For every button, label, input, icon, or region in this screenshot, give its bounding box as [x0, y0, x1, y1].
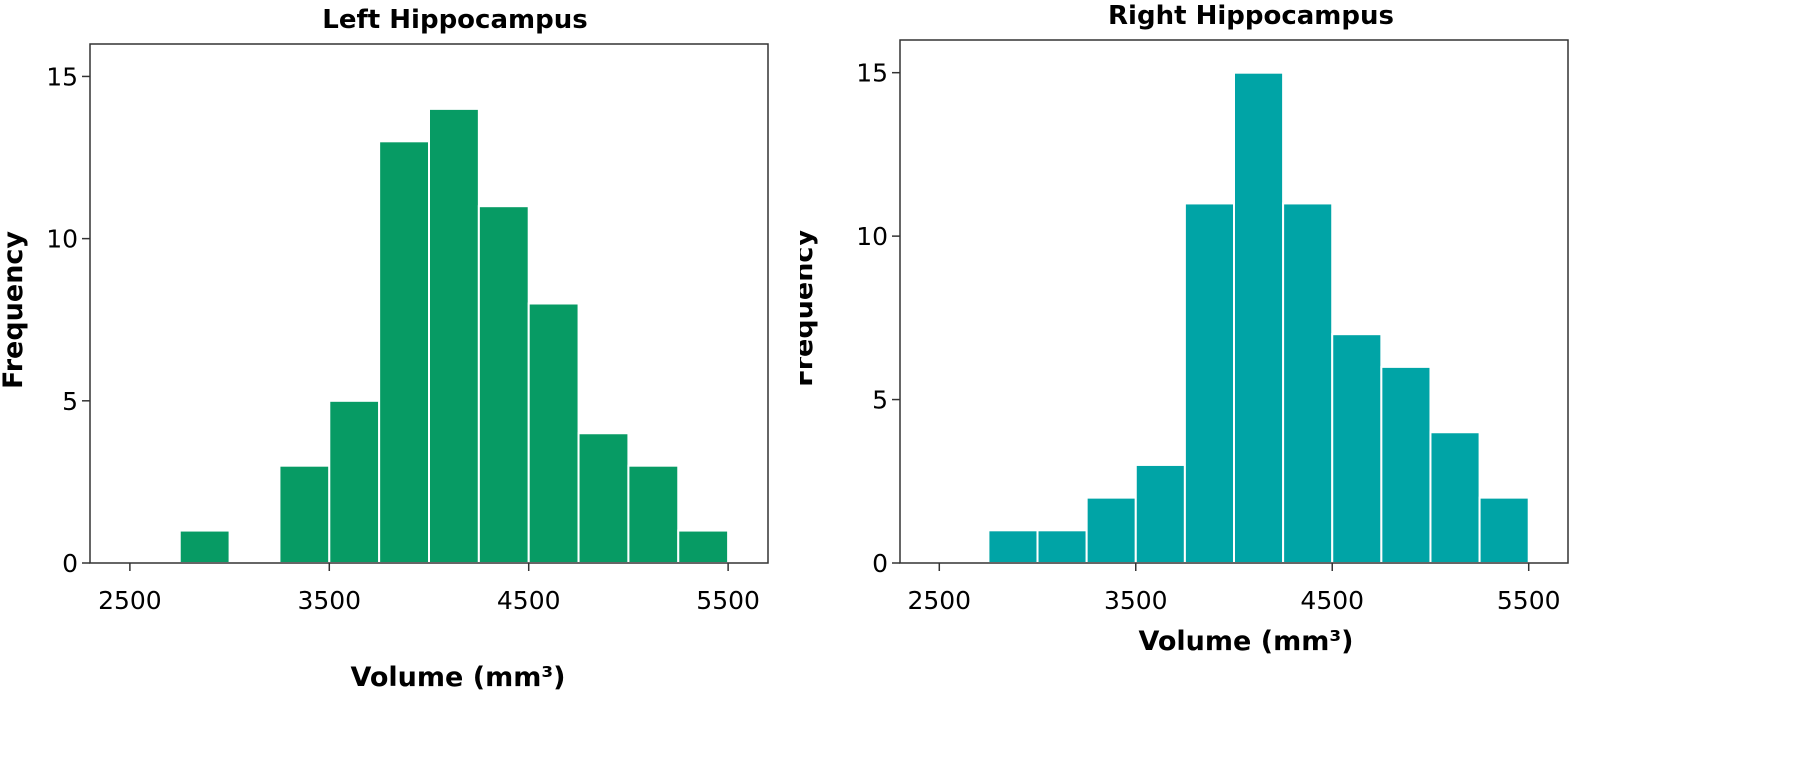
- y-tick-label: 0: [62, 549, 78, 578]
- histogram-bar: [987, 529, 1039, 564]
- x-ticks: 2500 3500 4500 5500: [907, 563, 1561, 615]
- plot-frame: [89, 43, 769, 564]
- y-tick-label: 15: [856, 59, 888, 88]
- bars: [178, 107, 730, 564]
- histogram-bar: [278, 464, 331, 564]
- y-tick-label: 10: [856, 222, 888, 251]
- x-axis-label: Volume (mm³): [1138, 626, 1353, 657]
- y-axis-label: Frequency: [0, 231, 29, 389]
- histogram-bar: [1282, 202, 1334, 564]
- right-chart-content: Right Hippocampus Frequency Volume (mm³)…: [800, 1, 1569, 657]
- left-hippocampus-chart: Left Hippocampus Frequency Volume (mm³) …: [0, 5, 769, 693]
- x-tick-label: 2500: [98, 586, 162, 615]
- histogram-bar: [1183, 202, 1235, 564]
- right-hippocampus-chart: Right Hippocampus Frequency Volume (mm³)…: [800, 1, 1569, 657]
- y-tick-label: 0: [872, 549, 888, 578]
- histogram-bar: [577, 432, 630, 564]
- y-tick-label: 10: [46, 225, 78, 254]
- x-tick-label: 5500: [696, 586, 760, 615]
- histogram-bar: [677, 529, 730, 564]
- plot-frame: [899, 39, 1569, 564]
- x-tick-label: 3500: [297, 586, 361, 615]
- histogram-bar: [178, 529, 231, 564]
- histogram-bar: [627, 464, 680, 564]
- histogram-bar: [1233, 71, 1285, 564]
- histogram-bar: [1036, 529, 1088, 564]
- histogram-bar: [428, 107, 480, 564]
- y-tick-label: 15: [46, 62, 78, 91]
- x-tick-label: 5500: [1497, 586, 1561, 615]
- y-tick-label: 5: [872, 386, 888, 415]
- chart-title: Right Hippocampus: [1108, 1, 1394, 31]
- x-tick-label: 4500: [497, 586, 561, 615]
- histogram-bar: [1331, 333, 1383, 564]
- histogram-bar: [378, 140, 431, 564]
- histogram-bar: [1134, 463, 1186, 564]
- histogram-bar: [1085, 496, 1137, 564]
- histogram-bar: [1429, 431, 1481, 564]
- histogram-bar: [1478, 496, 1530, 564]
- y-axis-label: Frequency: [800, 229, 819, 387]
- histogram-bar: [477, 205, 530, 564]
- y-tick-label: 5: [62, 387, 78, 416]
- chart-title: Left Hippocampus: [322, 5, 587, 35]
- x-tick-label: 3500: [1104, 586, 1168, 615]
- histogram-bar: [527, 302, 580, 564]
- y-ticks: 0 5 10 15: [46, 62, 90, 578]
- y-ticks: 0 5 10 15: [856, 59, 900, 578]
- x-tick-label: 4500: [1300, 586, 1364, 615]
- x-axis-label: Volume (mm³): [350, 662, 565, 693]
- bars: [987, 71, 1530, 564]
- histogram-bar: [1380, 365, 1432, 564]
- x-ticks: 2500 3500 4500 5500: [98, 563, 760, 615]
- x-tick-label: 2500: [907, 586, 971, 615]
- histogram-bar: [328, 399, 381, 564]
- left-hippocampus-panel: Left Hippocampus Frequency Volume (mm³) …: [0, 5, 769, 693]
- right-hippocampus-panel: Right Hippocampus Frequency Volume (mm³)…: [800, 0, 1800, 764]
